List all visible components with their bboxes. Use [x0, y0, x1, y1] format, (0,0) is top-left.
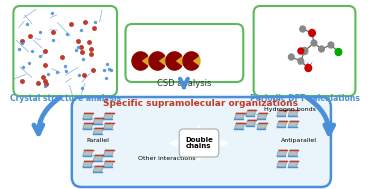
Text: Other interactions: Other interactions	[138, 156, 195, 161]
Polygon shape	[83, 161, 93, 167]
Polygon shape	[93, 128, 103, 134]
Polygon shape	[93, 155, 103, 161]
Text: Antiparallel: Antiparallel	[281, 138, 317, 143]
Text: Periodic DFT calculations: Periodic DFT calculations	[249, 94, 359, 103]
Polygon shape	[277, 110, 287, 116]
Polygon shape	[246, 110, 256, 116]
Circle shape	[298, 48, 304, 54]
Polygon shape	[288, 150, 299, 156]
Polygon shape	[288, 161, 299, 167]
Polygon shape	[257, 123, 267, 129]
Text: CSD analysis: CSD analysis	[157, 79, 211, 88]
Polygon shape	[93, 118, 103, 124]
FancyBboxPatch shape	[254, 6, 355, 96]
Polygon shape	[103, 123, 114, 129]
Wedge shape	[149, 52, 165, 70]
Circle shape	[311, 40, 317, 46]
Wedge shape	[132, 52, 148, 70]
Polygon shape	[83, 123, 93, 129]
Circle shape	[183, 52, 200, 70]
Text: Crystal structure analysis: Crystal structure analysis	[10, 94, 121, 103]
Polygon shape	[277, 150, 287, 156]
FancyBboxPatch shape	[179, 129, 219, 157]
Polygon shape	[83, 150, 93, 156]
Polygon shape	[93, 166, 103, 172]
Circle shape	[301, 47, 308, 54]
Polygon shape	[246, 120, 256, 126]
Polygon shape	[257, 113, 267, 119]
FancyBboxPatch shape	[72, 97, 331, 187]
Text: Parallel: Parallel	[87, 138, 110, 143]
Circle shape	[166, 52, 183, 70]
Polygon shape	[277, 121, 287, 127]
Polygon shape	[234, 123, 245, 129]
FancyBboxPatch shape	[13, 6, 117, 96]
Circle shape	[319, 46, 324, 52]
Polygon shape	[103, 161, 114, 167]
Polygon shape	[103, 150, 114, 156]
Polygon shape	[288, 121, 299, 127]
Circle shape	[335, 49, 342, 56]
Text: Specific supramolecular organizations: Specific supramolecular organizations	[103, 99, 299, 108]
Circle shape	[309, 29, 315, 36]
Wedge shape	[183, 52, 199, 70]
Circle shape	[132, 52, 149, 70]
Text: Hydrogen bonds: Hydrogen bonds	[264, 108, 316, 112]
FancyBboxPatch shape	[125, 24, 243, 82]
Polygon shape	[234, 113, 245, 119]
Circle shape	[289, 54, 294, 60]
Circle shape	[328, 42, 334, 48]
Circle shape	[300, 26, 306, 32]
Wedge shape	[166, 52, 182, 70]
Circle shape	[149, 52, 166, 70]
Polygon shape	[277, 161, 287, 167]
Circle shape	[305, 64, 311, 71]
Text: Double
chains: Double chains	[185, 136, 213, 149]
Polygon shape	[103, 113, 114, 119]
Polygon shape	[83, 113, 93, 119]
Circle shape	[298, 58, 304, 64]
Polygon shape	[288, 110, 299, 116]
